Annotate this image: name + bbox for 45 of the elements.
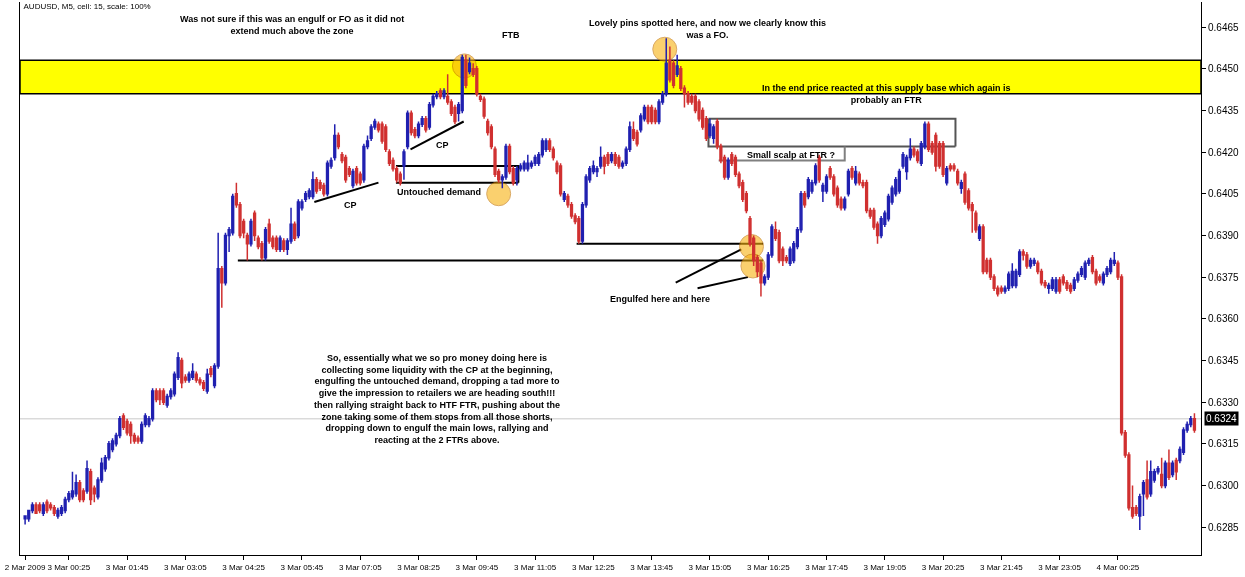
y-tick-label: 0.6315 [1208,438,1240,450]
x-tick-label: 3 Mar 09:45 [455,562,499,572]
annotation: Was not sure if this was an engulf or FO as it did not extend much above the zone [180,14,405,36]
x-tick-label: 3 Mar 00:25 [47,562,91,572]
x-tick-label: 3 Mar 01:45 [105,562,149,572]
y-tick-label: 0.6300 [1208,480,1240,492]
x-tick-label: 2 Mar 2009 [4,562,46,572]
y-tick-label: 0.6345 [1208,354,1240,366]
x-tick-label: 3 Mar 03:05 [164,562,208,572]
y-tick-label: 0.6330 [1208,396,1240,408]
chart-title: AUDUSD, M5, cell: 15, scale: 100% [23,2,151,12]
annotation: Engulfed here and here [610,294,711,304]
annotation: Lovely pins spotted here, and now we clearly know this was a FO. [589,18,827,40]
x-tick-label: 3 Mar 16:25 [746,562,791,572]
y-tick-label: 0.6405 [1208,188,1240,200]
y-tick-label: 0.6435 [1208,104,1240,116]
y-tick-label: 0.6360 [1208,313,1240,325]
x-tick-label: 3 Mar 08:25 [397,562,441,572]
x-tick-label: 3 Mar 07:05 [338,562,383,572]
annotation: CP [344,200,357,210]
x-tick-label: 3 Mar 23:05 [1038,562,1082,572]
y-tick-label: 0.6450 [1208,63,1240,75]
x-tick-label: 3 Mar 12:25 [572,562,616,572]
annotation: FTB [502,30,520,40]
x-tick-label: 3 Mar 21:45 [980,562,1024,572]
annotation: CP [436,140,449,150]
y-tick-label: 0.6390 [1208,229,1240,241]
x-tick-label: 3 Mar 11:05 [514,562,557,572]
y-tick-label: 0.6465 [1208,21,1240,33]
y-tick-label: 0.6285 [1208,521,1240,533]
annotation: Small scalp at FTR ? [747,150,836,160]
x-tick-label: 3 Mar 15:05 [688,562,732,572]
x-tick-label: 3 Mar 19:05 [863,562,907,572]
y-tick-label: 0.6375 [1208,271,1240,283]
x-tick-label: 3 Mar 17:45 [805,562,849,572]
annotation: Untouched demand [397,187,482,197]
x-tick-label: 3 Mar 13:45 [630,562,674,572]
annotation: So, essentially what we so pro money doing here is collecting some liquidity with the CP at the beginning, engulfing the untouched demand, dropping a tad more to give the impression to retailers we are heading south!!! then rallying straight back to HTF FTR, pushing about the zone taking some of them stops from all those shorts, dropping down to engulf the main lows, rallying and reacting at the 2 FTRs above. [314,353,561,445]
x-tick-label: 3 Mar 04:25 [222,562,266,572]
x-tick-label: 4 Mar 00:25 [1096,562,1140,572]
x-tick-label: 3 Mar 05:45 [280,562,324,572]
x-tick-label: 3 Mar 20:25 [921,562,965,572]
y-tick-label: 0.6420 [1208,146,1240,158]
annotation: In the end price reacted at this supply base which again is probably an FTR [762,83,1011,105]
ref-line-label: 0.6324 [1206,413,1238,424]
